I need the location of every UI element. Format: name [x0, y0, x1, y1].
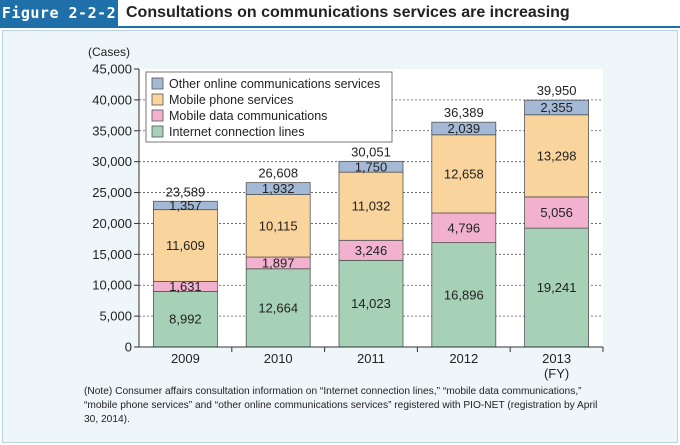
segment-value-label: 1,932 — [262, 181, 295, 196]
figure-number: Figure 2-2-2 — [0, 0, 118, 26]
segment-value-label: 11,032 — [352, 199, 391, 214]
bar-segment — [245, 182, 311, 195]
y-tick-label: 0 — [125, 340, 132, 355]
segment-value-label: 10,115 — [259, 218, 298, 233]
y-tick-label: 30,000 — [92, 154, 132, 169]
bar-total-label: 30,051 — [351, 144, 391, 159]
segment-value-label: 16,896 — [444, 287, 484, 302]
x-tick-label: 2012 — [449, 351, 478, 366]
segment-value-label: 4,796 — [448, 220, 481, 235]
y-tick-label: 20,000 — [92, 216, 132, 231]
segment-value-label: 12,664 — [258, 300, 298, 315]
bar-segment — [338, 259, 404, 348]
legend-swatch — [151, 109, 164, 122]
legend-label: Internet connection lines — [169, 125, 305, 139]
bar-segment — [524, 114, 589, 198]
bar-segment — [524, 99, 589, 116]
y-tick-label: 45,000 — [92, 62, 132, 77]
legend-label: Mobile phone services — [169, 93, 293, 107]
bar-segment — [524, 196, 589, 229]
legend-box — [145, 71, 393, 143]
y-axis-label: (Cases) — [88, 45, 130, 59]
legend-swatch — [151, 93, 164, 106]
bar-segment — [431, 134, 497, 214]
segment-value-label: 12,658 — [444, 166, 484, 181]
y-tick-label: 10,000 — [92, 278, 132, 293]
segment-value-label: 1,357 — [169, 198, 202, 213]
segment-value-label: 1,631 — [169, 279, 202, 294]
y-tick-label: 35,000 — [92, 123, 132, 138]
bar-total-label: 36,389 — [444, 105, 484, 120]
y-tick-label: 5,000 — [99, 309, 132, 324]
segment-value-label: 3,246 — [355, 243, 388, 258]
x-tick-label: 2009 — [171, 351, 200, 366]
bar-total-label: 26,608 — [258, 166, 298, 181]
segment-value-label: 2,355 — [540, 100, 573, 115]
segment-value-label: 2,039 — [448, 121, 481, 136]
bar-segment — [524, 227, 589, 348]
segment-value-label: 14,023 — [351, 296, 391, 311]
y-tick-label: 15,000 — [92, 247, 132, 262]
legend-label: Other online communications services — [169, 77, 380, 91]
y-tick-label: 25,000 — [92, 185, 132, 200]
segment-value-label: 5,056 — [540, 205, 573, 220]
figure-title: Consultations on communications services… — [126, 4, 570, 21]
bar-segment — [431, 242, 497, 348]
bar-segment — [152, 200, 218, 211]
bar-segment — [245, 194, 311, 258]
bar-segment — [245, 268, 311, 348]
x-tick-label: 2010 — [264, 351, 293, 366]
legend-swatch — [151, 125, 164, 138]
segment-value-label: 1,897 — [262, 255, 295, 270]
x-axis-unit-label: (FY) — [544, 366, 569, 381]
y-tick-label: 40,000 — [92, 92, 132, 107]
segment-value-label: 19,241 — [537, 280, 577, 295]
legend-label: Mobile data communications — [169, 109, 327, 123]
bar-segment — [431, 212, 497, 244]
bar-total-label: 23,589 — [166, 184, 206, 199]
segment-value-label: 8,992 — [169, 312, 202, 327]
figure-header: Figure 2-2-2 Consultations on communicat… — [0, 0, 680, 28]
bar-total-label: 39,950 — [537, 83, 577, 98]
x-tick-label: 2013 — [542, 351, 571, 366]
segment-value-label: 13,298 — [537, 148, 577, 163]
bar-segment — [338, 160, 404, 173]
x-tick-label: 2011 — [357, 351, 385, 366]
segment-value-label: 1,750 — [355, 159, 388, 174]
legend-swatch — [151, 77, 164, 90]
chart-note: (Note) Consumer affairs consultation inf… — [84, 386, 598, 425]
segment-value-label: 11,609 — [166, 238, 205, 253]
bar-segment — [431, 121, 497, 136]
